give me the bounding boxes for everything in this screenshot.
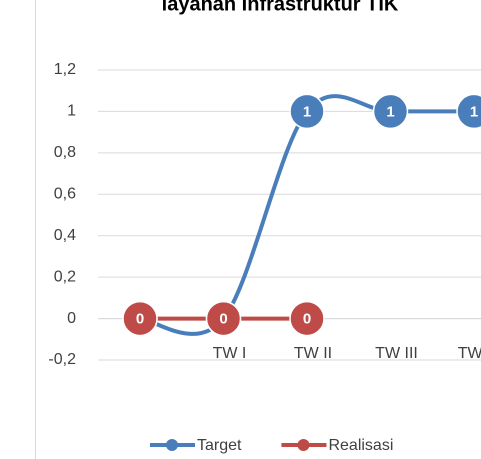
data-label: 0: [136, 311, 144, 328]
y-tick-label: 0,6: [54, 186, 76, 203]
y-tick-label: 0,2: [54, 268, 76, 285]
legend-marker: [297, 439, 310, 451]
chart-title: layanan Infrastruktur TIK: [162, 0, 399, 15]
point-marker: [289, 93, 325, 130]
y-tick-label: 0,8: [54, 144, 76, 161]
point-marker: [372, 93, 409, 130]
point-marker: [205, 300, 242, 337]
data-label: 1: [303, 103, 311, 120]
data-label: 0: [219, 311, 227, 328]
y-tick-label: 0,4: [54, 227, 76, 244]
y-tick-label: 0: [67, 310, 76, 327]
point-marker: [456, 93, 481, 130]
x-tick-label: TW IV: [458, 345, 481, 362]
y-tick-label: 1,2: [54, 61, 76, 78]
x-tick-label: TW II: [294, 345, 332, 362]
legend-marker: [166, 439, 178, 451]
data-label: 0: [303, 311, 311, 328]
y-tick-label: -0,2: [48, 351, 76, 368]
y-tick-label: 1: [67, 103, 76, 120]
legend-label: Target: [197, 437, 242, 454]
point-marker: [289, 300, 325, 337]
data-label: 1: [386, 103, 394, 120]
x-tick-label: TW III: [375, 345, 418, 362]
legend-label: Realisasi: [328, 437, 393, 454]
data-label: 1: [470, 103, 478, 120]
point-marker: [122, 300, 158, 337]
x-tick-label: TW I: [213, 345, 247, 362]
